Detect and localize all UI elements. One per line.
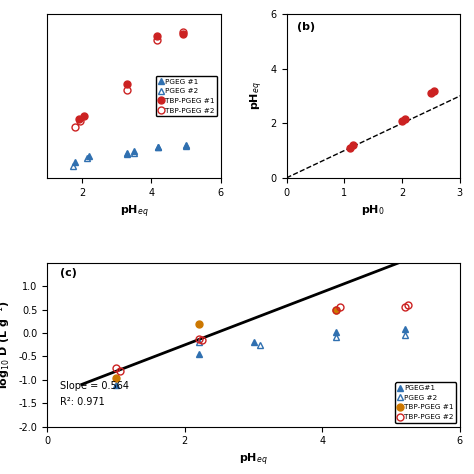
Text: R²: 0.971: R²: 0.971: [60, 397, 105, 407]
X-axis label: pH$_{eq}$: pH$_{eq}$: [239, 452, 268, 468]
Text: (c): (c): [60, 268, 77, 278]
X-axis label: pH$_{eq}$: pH$_{eq}$: [119, 203, 148, 219]
Text: (b): (b): [297, 22, 315, 32]
Legend: PGEG #1, PGEG #2, TBP-PGEG #1, TBP-PGEG #2: PGEG #1, PGEG #2, TBP-PGEG #1, TBP-PGEG …: [156, 76, 217, 117]
Text: Slope = 0.564: Slope = 0.564: [60, 381, 129, 391]
Legend: PGEG#1, PGEG #2, TBP-PGEG #1, TBP-PGEG #2: PGEG#1, PGEG #2, TBP-PGEG #1, TBP-PGEG #…: [395, 382, 456, 423]
Y-axis label: pH$_{eq}$: pH$_{eq}$: [248, 82, 265, 110]
Y-axis label: log$_{10}$ D (L g$^{-1}$): log$_{10}$ D (L g$^{-1}$): [0, 301, 13, 389]
X-axis label: pH$_0$: pH$_0$: [361, 203, 385, 217]
